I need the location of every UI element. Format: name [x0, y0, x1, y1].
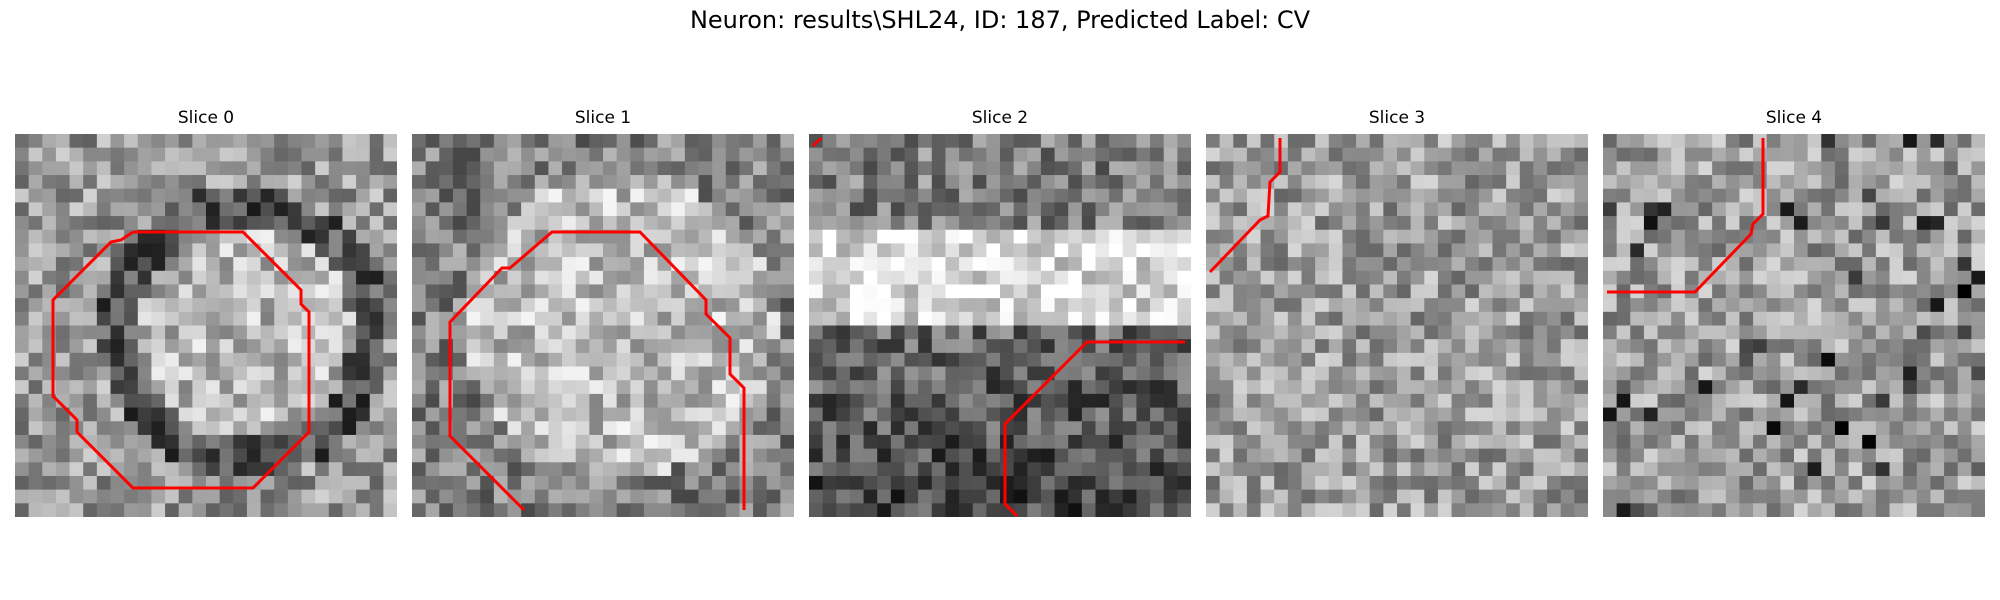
contour-line	[1607, 138, 1765, 294]
pixel-grid	[1603, 134, 1985, 517]
contour-line	[1003, 340, 1185, 517]
slice-image-1	[412, 134, 794, 517]
slice-title-2: Slice 2	[971, 108, 1029, 128]
slice-title-4: Slice 4	[1765, 108, 1823, 128]
contour-line	[811, 136, 823, 148]
contour-line	[1208, 138, 1282, 274]
contour-line	[448, 230, 746, 512]
pixel-grid	[1206, 134, 1588, 517]
slice-title-0: Slice 0	[177, 108, 235, 128]
slice-image-0	[15, 134, 397, 517]
contour-line	[51, 230, 311, 490]
pixel-grid	[412, 134, 794, 517]
slice-image-4	[1603, 134, 1985, 517]
figure-title: Neuron: results\SHL24, ID: 187, Predicte…	[689, 6, 1311, 34]
slice-image-3	[1206, 134, 1588, 517]
slice-image-2	[809, 134, 1191, 517]
pixel-grid	[809, 134, 1191, 517]
slice-title-3: Slice 3	[1368, 108, 1426, 128]
slice-title-1: Slice 1	[574, 108, 632, 128]
pixel-grid	[15, 134, 397, 517]
